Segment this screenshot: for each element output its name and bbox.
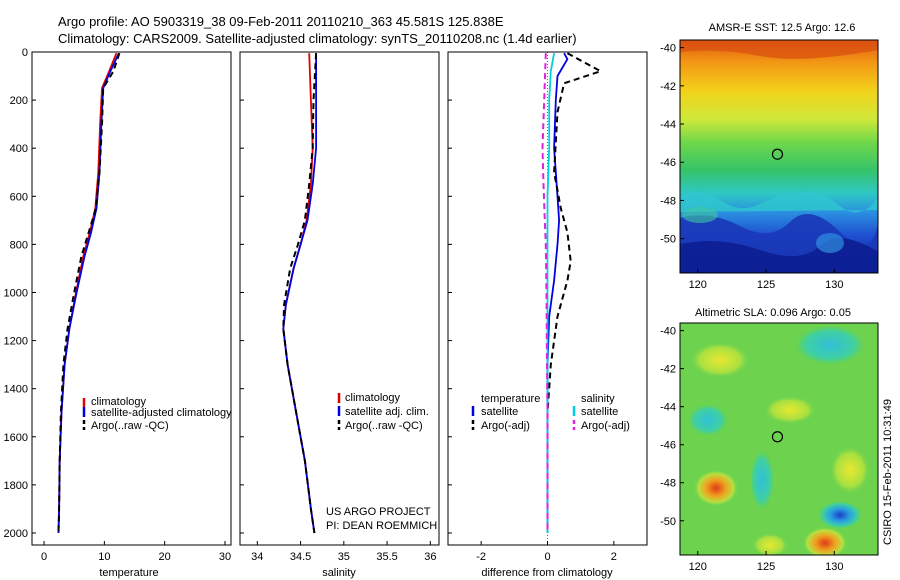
salinity-panel-frame (239, 51, 440, 546)
sal-xtick-label: 35.5 (376, 551, 397, 563)
sst-xtick-label: 120 (689, 279, 707, 291)
legend-label-satellite-adjusted: satellite-adjusted climatology (91, 407, 232, 419)
depth-tick-label: 200 (10, 95, 28, 107)
depth-tick-label: 1200 (4, 336, 28, 348)
sla-ytick-label: -42 (660, 364, 676, 376)
diff-series-3 (541, 53, 549, 533)
depth-axis: 0 200 400 600 800 1000 1200 1400 1600 1800 2000 (4, 47, 28, 540)
diff-xtick-label: 0 (544, 551, 550, 563)
sla-map-field (680, 323, 878, 555)
sst-xtick-label: 130 (825, 279, 843, 291)
sla-float-marker (771, 431, 784, 443)
salinity-legend: climatology satellite adj. clim. Argo(..… (337, 392, 429, 432)
depth-tick-label: 0 (22, 47, 28, 59)
legend-label-sal-satellite: satellite adj. clim. (345, 406, 429, 418)
depth-tick-label: 1600 (4, 432, 28, 444)
temperature-panel-frame (31, 51, 232, 546)
temp-series-2 (57, 52, 121, 534)
pi-label: PI: DEAN ROEMMICH (326, 520, 437, 532)
figure-title-line1: Argo profile: AO 5903319_38 09-Feb-2011 … (58, 14, 504, 29)
sla-map-axes: 120 125 130 -40 -42 -44 -46 -48 -50 (660, 326, 843, 573)
temp-xtick-label: 20 (159, 551, 171, 563)
legend-header-salinity: salinity (581, 393, 615, 405)
legend-label-diff-sal-satellite: satellite (581, 406, 618, 418)
sst-ytick-label: -46 (660, 157, 676, 169)
sst-map-field (680, 40, 878, 273)
temperature-panel: 0 10 20 30 (32, 51, 231, 563)
sal-xtick-label: 35 (338, 551, 350, 563)
sst-map-axes: 120 125 130 -40 -42 -44 -46 -48 -50 (660, 43, 843, 291)
sla-xtick-label: 130 (825, 561, 843, 573)
sst-map-frame (679, 39, 879, 274)
project-label: US ARGO PROJECT (326, 506, 431, 518)
sst-ytick-label: -44 (660, 119, 676, 131)
sla-ytick-label: -48 (660, 478, 676, 490)
sst-xtick-label: 125 (757, 279, 775, 291)
sla-xtick-label: 125 (757, 561, 775, 573)
diff-xtick-label: -2 (476, 551, 486, 563)
temp-xtick-label: 10 (98, 551, 110, 563)
sst-ytick-label: -50 (660, 234, 676, 246)
difference-legend: temperature satellite Argo(-adj) salinit… (471, 393, 630, 432)
legend-header-temperature: temperature (481, 393, 540, 405)
sst-float-marker (771, 148, 784, 160)
depth-tick-label: 2000 (4, 528, 28, 540)
csiro-timestamp: CSIRO 15-Feb-2011 10:31:49 (882, 399, 894, 545)
legend-label-sal-argo: Argo(..raw -QC) (345, 420, 423, 432)
legend-label-sal-climatology: climatology (345, 392, 401, 404)
depth-tick-label: 1400 (4, 384, 28, 396)
difference-xlabel: difference from climatology (481, 567, 613, 579)
sla-map-title: Altimetric SLA: 0.096 Argo: 0.05 (695, 307, 851, 319)
sla-xtick-label: 120 (689, 561, 707, 573)
temperature-xlabel: temperature (99, 567, 158, 579)
temp-series-0 (57, 52, 118, 534)
sal-xtick-label: 36 (424, 551, 436, 563)
depth-tick-label: 1800 (4, 480, 28, 492)
diff-xtick-label: 2 (611, 551, 617, 563)
sla-ytick-label: -40 (660, 326, 676, 338)
sal-xtick-label: 34 (251, 551, 263, 563)
legend-label-diff-temp-satellite: satellite (481, 406, 518, 418)
depth-tick-label: 1000 (4, 287, 28, 299)
legend-label-argo: Argo(..raw -QC) (91, 420, 169, 432)
legend-label-diff-sal-argo: Argo(-adj) (581, 420, 630, 432)
sla-ytick-label: -44 (660, 402, 676, 414)
temp-series-1 (57, 52, 120, 534)
sla-float-marker-group (771, 431, 784, 443)
depth-tick-label: 600 (10, 191, 28, 203)
sla-ytick-label: -50 (660, 516, 676, 528)
temperature-legend: climatology satellite-adjusted climatolo… (82, 396, 232, 432)
diff-series-0 (546, 52, 569, 533)
difference-panel: -2 0 2 (448, 51, 617, 563)
sal-series-2 (282, 53, 318, 534)
legend-label-diff-temp-argo: Argo(-adj) (481, 420, 530, 432)
figure-title-line2: Climatology: CARS2009. Satellite-adjuste… (58, 31, 577, 46)
sla-ytick-label: -46 (660, 440, 676, 452)
sla-map-frame (679, 322, 879, 556)
sst-ytick-label: -40 (660, 43, 676, 55)
sal-xtick-label: 34.5 (290, 551, 311, 563)
sst-map-title: AMSR-E SST: 12.5 Argo: 12.6 (709, 22, 856, 34)
depth-tick-label: 400 (10, 143, 28, 155)
legend-label-climatology: climatology (91, 396, 147, 408)
temp-xtick-label: 0 (41, 551, 47, 563)
salinity-panel: 34 34.5 35 35.5 36 (240, 51, 436, 563)
salinity-xlabel: salinity (322, 567, 356, 579)
depth-tick-label: 800 (10, 239, 28, 251)
sst-float-marker-group (771, 148, 784, 160)
temp-xtick-label: 30 (219, 551, 231, 563)
sst-ytick-label: -42 (660, 81, 676, 93)
sst-ytick-label: -48 (660, 195, 676, 207)
